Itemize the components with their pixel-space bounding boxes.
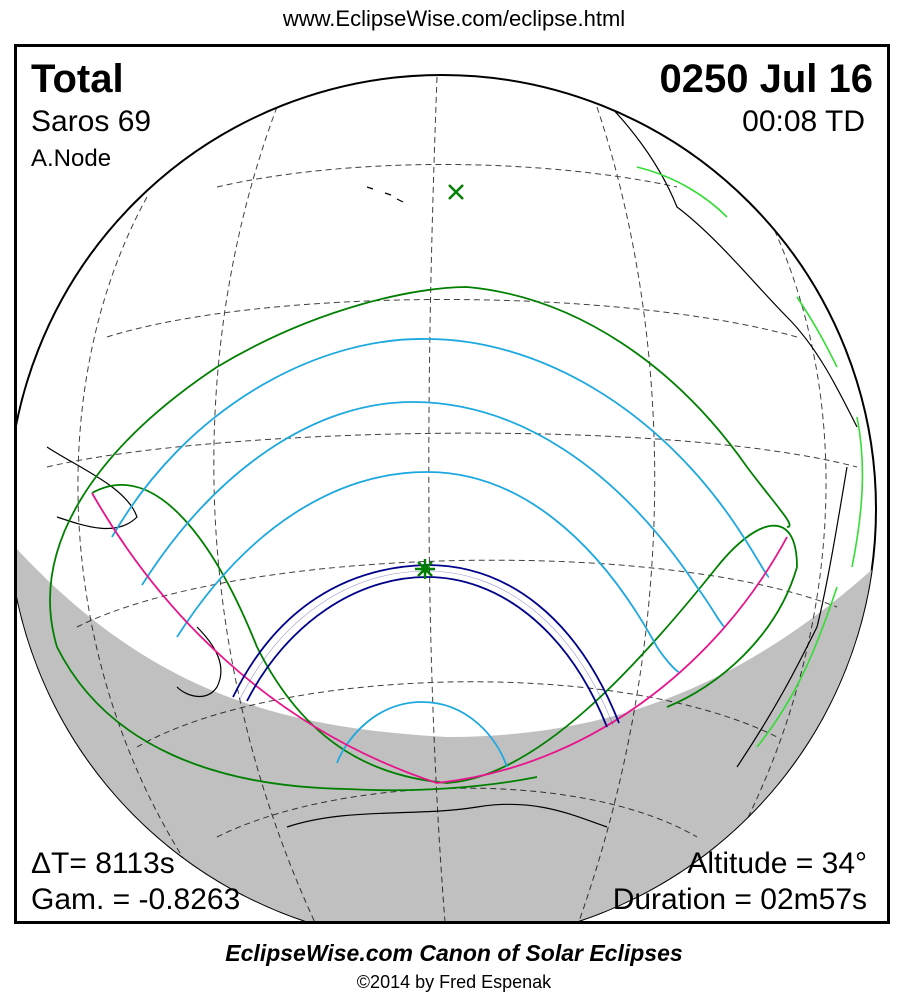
source-url: www.EclipseWise.com/eclipse.html [282,6,626,31]
eclipse-type: Total [31,57,124,101]
gamma: Gam. = -0.8263 [31,883,241,916]
magnitude-curves [111,338,770,768]
penumbral-limits [49,286,798,792]
eclipse-date: 0250 Jul 16 [659,57,874,101]
night-region [17,527,876,921]
north-america-coast [576,76,858,428]
greatest-eclipse-marker [415,559,435,579]
delta-t: ΔT= 8113s [31,847,175,880]
horizon-limit [91,492,788,784]
eclipse-map-panel: Total Saros 69 A.Node 0250 Jul 16 00:08 … [14,44,890,924]
subsolar-point-marker [448,184,464,200]
totality-path [232,564,620,728]
duration: Duration = 02m57s [612,883,867,916]
coastlines [46,76,858,828]
australia-coast [46,446,138,530]
graticule [46,76,858,921]
antarctica-coast [286,803,608,828]
globe-map [17,74,877,921]
copyright: ©2014 by Fred Espenak [356,972,552,992]
new-zealand [176,626,222,697]
south-america-coast [736,466,848,768]
hawaii [366,186,404,203]
node-label: A.Node [31,145,112,172]
altitude: Altitude = 34° [687,847,867,880]
eclipse-time: 00:08 TD [742,105,865,138]
canon-title: EclipseWise.com Canon of Solar Eclipses [225,940,683,966]
saros-number: Saros 69 [31,105,152,138]
